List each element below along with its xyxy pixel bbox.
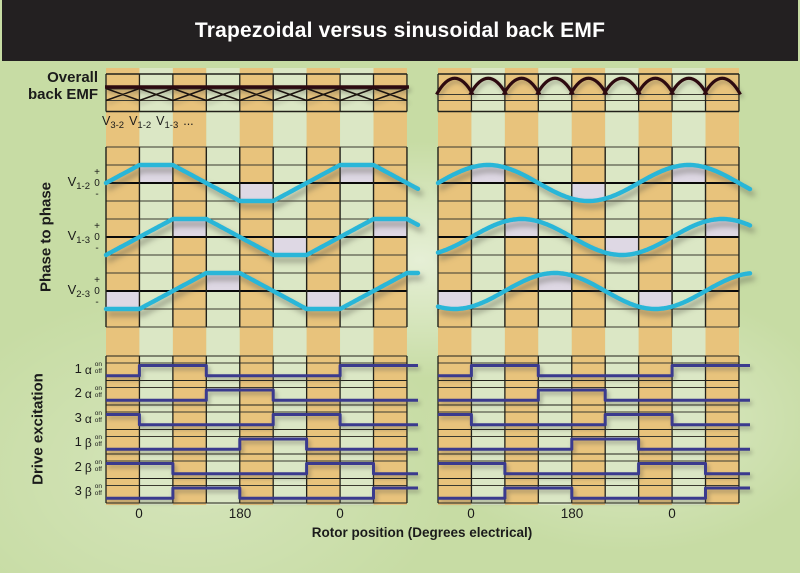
x-tick: 0: [336, 506, 344, 521]
x-tick: 180: [560, 506, 584, 521]
x-tick: 0: [668, 506, 676, 521]
on-off-scale: on off: [94, 410, 102, 424]
caption-v3-2: V3-2: [102, 114, 125, 131]
on-off-scale: on off: [94, 385, 102, 399]
page-title: Trapezoidal versus sinusoidal back EMF: [194, 18, 606, 42]
plus-zero-minus-scale: +0-: [94, 274, 100, 308]
caption-ellipsis: ...: [183, 114, 194, 128]
on-off-scale: on off: [94, 434, 102, 448]
overall-emf-caption: V3-2 V1-2 V1-3 ...: [102, 114, 194, 131]
x-tick: 0: [135, 506, 143, 521]
title-bar: Trapezoidal versus sinusoidal back EMF: [2, 0, 798, 61]
phase-row-label-v2-3: V2-3 +0-: [40, 274, 102, 308]
phase-row-label-v1-2: V1-2 +0-: [40, 166, 102, 200]
caption-v1-2: V1-2: [129, 114, 152, 131]
caption-v1-3: V1-3: [156, 114, 179, 131]
x-tick: 180: [228, 506, 252, 521]
plus-zero-minus-scale: +0-: [94, 220, 100, 254]
on-off-scale: on off: [94, 459, 102, 473]
on-off-scale: on off: [94, 361, 102, 375]
x-tick: 0: [467, 506, 475, 521]
x-axis-title: Rotor position (Degrees electrical): [311, 525, 533, 540]
plus-zero-minus-scale: +0-: [94, 166, 100, 200]
overall-back-emf-label: Overall back EMF: [27, 69, 98, 103]
on-off-scale: on off: [94, 483, 102, 497]
phase-row-label-v1-3: V1-3 +0-: [40, 220, 102, 254]
